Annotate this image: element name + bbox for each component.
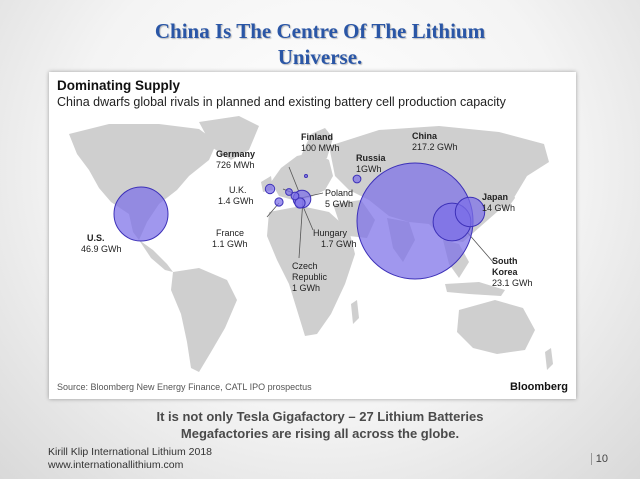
slide-caption-line-1: It is not only Tesla Gigafactory – 27 Li… [156,409,484,424]
bubble-hungary [294,197,306,209]
bubble-u-k [264,183,276,195]
bloomberg-logo: Bloomberg [509,381,568,393]
slide-footer: Kirill Klip International Lithium 2018 w… [48,446,212,472]
slide-title: China Is The Centre Of The Lithium Unive… [90,18,550,70]
label-country-france: France [216,228,244,238]
label-country-hungary: Hungary [313,228,348,238]
label-value-japan: 14 GWh [482,203,515,213]
label-country-south-korea-line-1: South [492,256,518,266]
chart-card: Dominating Supply China dwarfs global ri… [49,72,576,399]
label-country-czech-republic-line-2: Republic [292,272,328,282]
label-country-germany: Germany [216,149,255,159]
label-value-china: 217.2 GWh [412,142,458,152]
label-country-poland: Poland [325,188,353,198]
label-value-czech-republic: 1 GWh [292,283,320,293]
page-number: 10 [590,453,608,465]
bubble-germany [285,188,293,196]
label-country-uk: U.K. [229,185,247,195]
label-country-us: U.S. [87,233,105,243]
label-country-japan: Japan [482,192,508,202]
slide-title-line-1: China Is The Centre Of The Lithium [154,19,486,43]
slide-title-line-2: Universe. [277,45,363,69]
label-value-france: 1.1 GWh [212,239,248,249]
bubble-u-s [113,186,169,242]
label-country-russia: Russia [356,153,387,163]
slide-caption-line-2: Megafactories are rising all across the … [180,426,460,441]
bubble-russia [352,174,362,184]
label-value-uk: 1.4 GWh [218,196,254,206]
bubble-czech-republic [290,191,300,201]
bubble-finland [304,174,308,178]
footer-author: Kirill Klip International Lithium 2018 [48,446,213,458]
label-value-russia: 1GWh [356,164,382,174]
label-value-poland: 5 GWh [325,199,353,209]
label-value-germany: 726 MWh [216,160,255,170]
footer-website: www.internationallithium.com [48,459,184,471]
chart-title: Dominating Supply [57,78,180,93]
bubble-japan [454,196,486,228]
label-country-china: China [412,131,438,141]
chart-subtitle: China dwarfs global rivals in planned an… [57,95,506,109]
bubble-france [274,197,284,207]
data-labels: U.S. 46.9 GWh Finland 100 MWh Germany 72… [81,131,533,293]
label-country-finland: Finland [301,132,333,142]
label-value-finland: 100 MWh [301,143,340,153]
label-value-us: 46.9 GWh [81,244,122,254]
label-country-south-korea-line-2: Korea [492,267,519,277]
world-bubble-map: U.S. 46.9 GWh Finland 100 MWh Germany 72… [69,116,553,372]
label-country-czech-republic-line-1: Czech [292,261,318,271]
slide-caption: It is not only Tesla Gigafactory – 27 Li… [60,408,580,442]
bubble-layer [113,162,486,280]
label-value-hungary: 1.7 GWh [321,239,357,249]
chart-source: Source: Bloomberg New Energy Finance, CA… [57,382,312,392]
label-value-south-korea: 23.1 GWh [492,278,533,288]
world-landmass [69,116,553,372]
